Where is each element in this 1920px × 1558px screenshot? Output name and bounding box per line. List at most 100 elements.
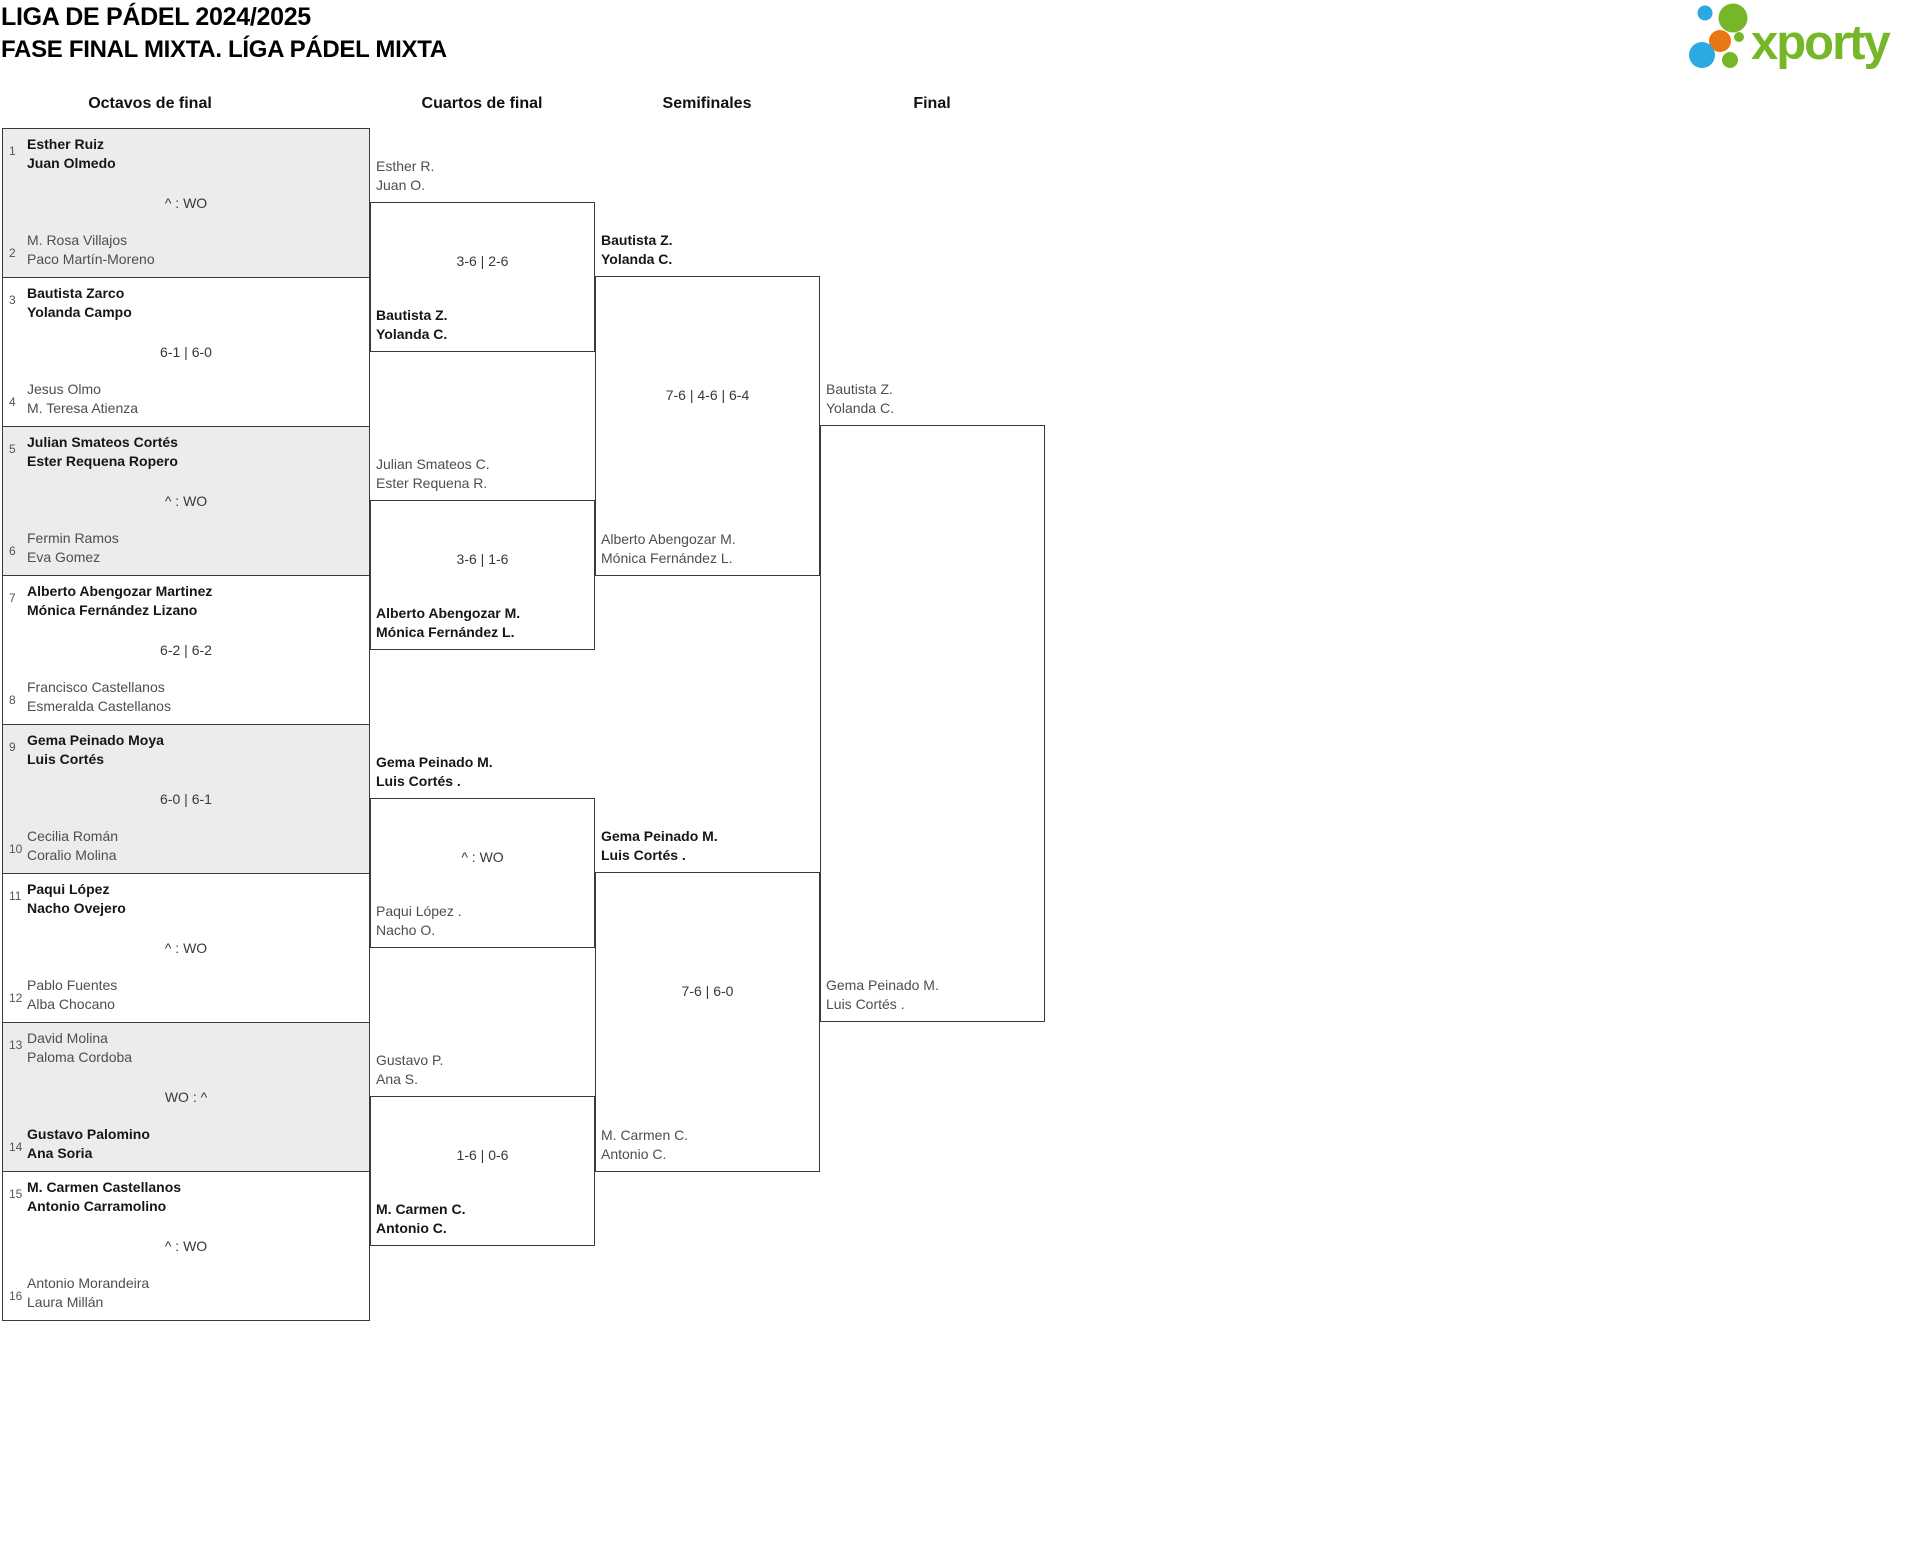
- team-pair: Bautista Zarco Yolanda Campo: [27, 284, 132, 322]
- team-pair: Paqui López Nacho Ovejero: [27, 880, 126, 918]
- match-score: 6-0 | 6-1: [160, 791, 212, 807]
- team-pair: M. Rosa Villajos Paco Martín-Moreno: [27, 231, 155, 269]
- team-pair: Gustavo P. Ana S.: [376, 1051, 443, 1089]
- player-name: Mónica Fernández Lizano: [27, 602, 198, 618]
- match-score: 3-6 | 2-6: [456, 253, 509, 269]
- logo-text: xporty: [1751, 16, 1891, 70]
- xporty-logo: xporty: [1689, 3, 1893, 70]
- player-name: Antonio Morandeira: [27, 1275, 150, 1291]
- seed-number: 15: [9, 1187, 23, 1201]
- player-name: Eva Gomez: [27, 549, 101, 565]
- team-pair: Gema Peinado Moya Luis Cortés: [27, 731, 164, 769]
- seed-number: 1: [9, 144, 16, 158]
- match-octavos-3: 5 Julian Smateos Cortés Ester Requena Ro…: [2, 426, 370, 576]
- round-header-semifinales: Semifinales: [662, 95, 752, 112]
- team-pair: Antonio Morandeira Laura Millán: [27, 1274, 149, 1312]
- player-name: Gema Peinado M.: [601, 828, 718, 844]
- match-octavos-6: 11 Paqui López Nacho Ovejero ^ : WO 12 P…: [2, 873, 370, 1023]
- team-pair: Pablo Fuentes Alba Chocano: [27, 976, 117, 1014]
- match-cuartos-3-box: [370, 798, 595, 948]
- player-name: Nacho Ovejero: [27, 900, 126, 916]
- seed-number: 10: [9, 842, 23, 856]
- logo-dot-green-small: [1722, 52, 1738, 68]
- player-name: Ana S.: [376, 1071, 419, 1087]
- team-pair: Gema Peinado M. Luis Cortés .: [376, 753, 493, 791]
- player-name: Pablo Fuentes: [27, 977, 118, 993]
- player-name: Yolanda C.: [826, 400, 894, 416]
- seed-number: 4: [9, 395, 16, 409]
- player-name: Luis Cortés .: [376, 773, 461, 789]
- seed-number: 5: [9, 442, 16, 456]
- round-header-octavos: Octavos de final: [88, 95, 212, 112]
- player-name: Alberto Abengozar Martinez: [27, 583, 213, 599]
- player-name: Bautista Zarco: [27, 285, 125, 301]
- player-name: Luis Cortés .: [601, 847, 686, 863]
- match-score: 6-2 | 6-2: [160, 642, 212, 658]
- match-score: ^ : WO: [164, 493, 208, 509]
- player-name: M. Carmen C.: [376, 1201, 466, 1217]
- team-pair: Paqui López . Nacho O.: [376, 902, 462, 940]
- seed-number: 8: [9, 693, 16, 707]
- player-name: Nacho O.: [376, 922, 436, 938]
- player-name: Luis Cortés .: [826, 996, 905, 1012]
- logo-dot-green-tiny: [1734, 32, 1744, 42]
- player-name: Gema Peinado M.: [376, 754, 493, 770]
- team-pair: Jesus Olmo M. Teresa Atienza: [27, 380, 138, 418]
- seed-number: 16: [9, 1289, 23, 1303]
- match-octavos-1: 1 Esther Ruiz Juan Olmedo ^ : WO 2 M. Ro…: [2, 128, 370, 278]
- logo-dot-orange: [1709, 30, 1731, 52]
- player-name: Cecilia Román: [27, 828, 119, 844]
- player-name: Esther R.: [376, 158, 435, 174]
- player-name: Bautista Z.: [826, 381, 893, 397]
- player-name: Yolanda C.: [601, 251, 673, 267]
- player-name: Francisco Castellanos: [27, 679, 165, 695]
- match-octavos-2: 3 Bautista Zarco Yolanda Campo 6-1 | 6-0…: [2, 277, 370, 427]
- match-score: ^ : WO: [164, 195, 208, 211]
- player-name: Alberto Abengozar M.: [376, 605, 521, 621]
- player-name: Bautista Z.: [601, 232, 673, 248]
- seed-number: 11: [9, 889, 22, 903]
- team-pair: Fermin Ramos Eva Gomez: [27, 529, 119, 567]
- player-name: Ester Requena Ropero: [27, 453, 178, 469]
- seed-number: 3: [9, 293, 16, 307]
- match-score: ^ : WO: [164, 1238, 208, 1254]
- seed-number: 13: [9, 1038, 23, 1052]
- player-name: M. Teresa Atienza: [27, 400, 139, 416]
- player-name: Alberto Abengozar M.: [601, 531, 736, 547]
- match-cuartos-4-box: [370, 1096, 595, 1246]
- player-name: Laura Millán: [27, 1294, 104, 1310]
- match-octavos-7: 13 David Molina Paloma Cordoba WO : ^ 14…: [2, 1022, 370, 1172]
- page-title: LIGA DE PÁDEL 2024/2025: [1, 3, 311, 31]
- team-pair: Julian Smateos C. Ester Requena R.: [376, 455, 490, 493]
- match-octavos-5: 9 Gema Peinado Moya Luis Cortés 6-0 | 6-…: [2, 724, 370, 874]
- player-name: Antonio C.: [376, 1220, 447, 1236]
- team-pair: Alberto Abengozar M. Mónica Fernández L.: [376, 604, 520, 642]
- player-name: M. Rosa Villajos: [27, 232, 128, 248]
- player-name: Coralio Molina: [27, 847, 117, 863]
- team-pair: M. Carmen C. Antonio C.: [601, 1126, 688, 1164]
- match-octavos-4: 7 Alberto Abengozar Martinez Mónica Fern…: [2, 575, 370, 725]
- team-pair: Bautista Z. Yolanda C.: [601, 231, 673, 269]
- team-pair: Bautista Z. Yolanda C.: [826, 380, 894, 418]
- logo-dot-blue-small: [1697, 5, 1713, 21]
- team-pair: Gema Peinado M. Luis Cortés .: [826, 976, 939, 1014]
- player-name: Juan Olmedo: [27, 155, 116, 171]
- player-name: Juan O.: [376, 177, 426, 193]
- seed-number: 9: [9, 740, 16, 754]
- team-pair: Francisco Castellanos Esmeralda Castella…: [27, 678, 171, 716]
- match-final-box: [820, 425, 1045, 1022]
- team-pair: Bautista Z. Yolanda C.: [376, 306, 448, 344]
- player-name: Alba Chocano: [27, 996, 115, 1012]
- match-score: 6-1 | 6-0: [160, 344, 212, 360]
- team-pair: Julian Smateos Cortés Ester Requena Rope…: [27, 433, 178, 471]
- match-cuartos-1-box: [370, 202, 595, 352]
- round-header-cuartos: Cuartos de final: [421, 95, 543, 112]
- player-name: Yolanda Campo: [27, 304, 132, 320]
- match-score: 3-6 | 1-6: [456, 551, 509, 567]
- team-pair: Gema Peinado M. Luis Cortés .: [601, 827, 718, 865]
- player-name: Mónica Fernández L.: [376, 624, 515, 640]
- match-octavos-8: 15 M. Carmen Castellanos Antonio Carramo…: [2, 1171, 370, 1321]
- player-name: Gema Peinado Moya: [27, 732, 164, 748]
- team-pair: Alberto Abengozar Martinez Mónica Fernán…: [27, 582, 212, 620]
